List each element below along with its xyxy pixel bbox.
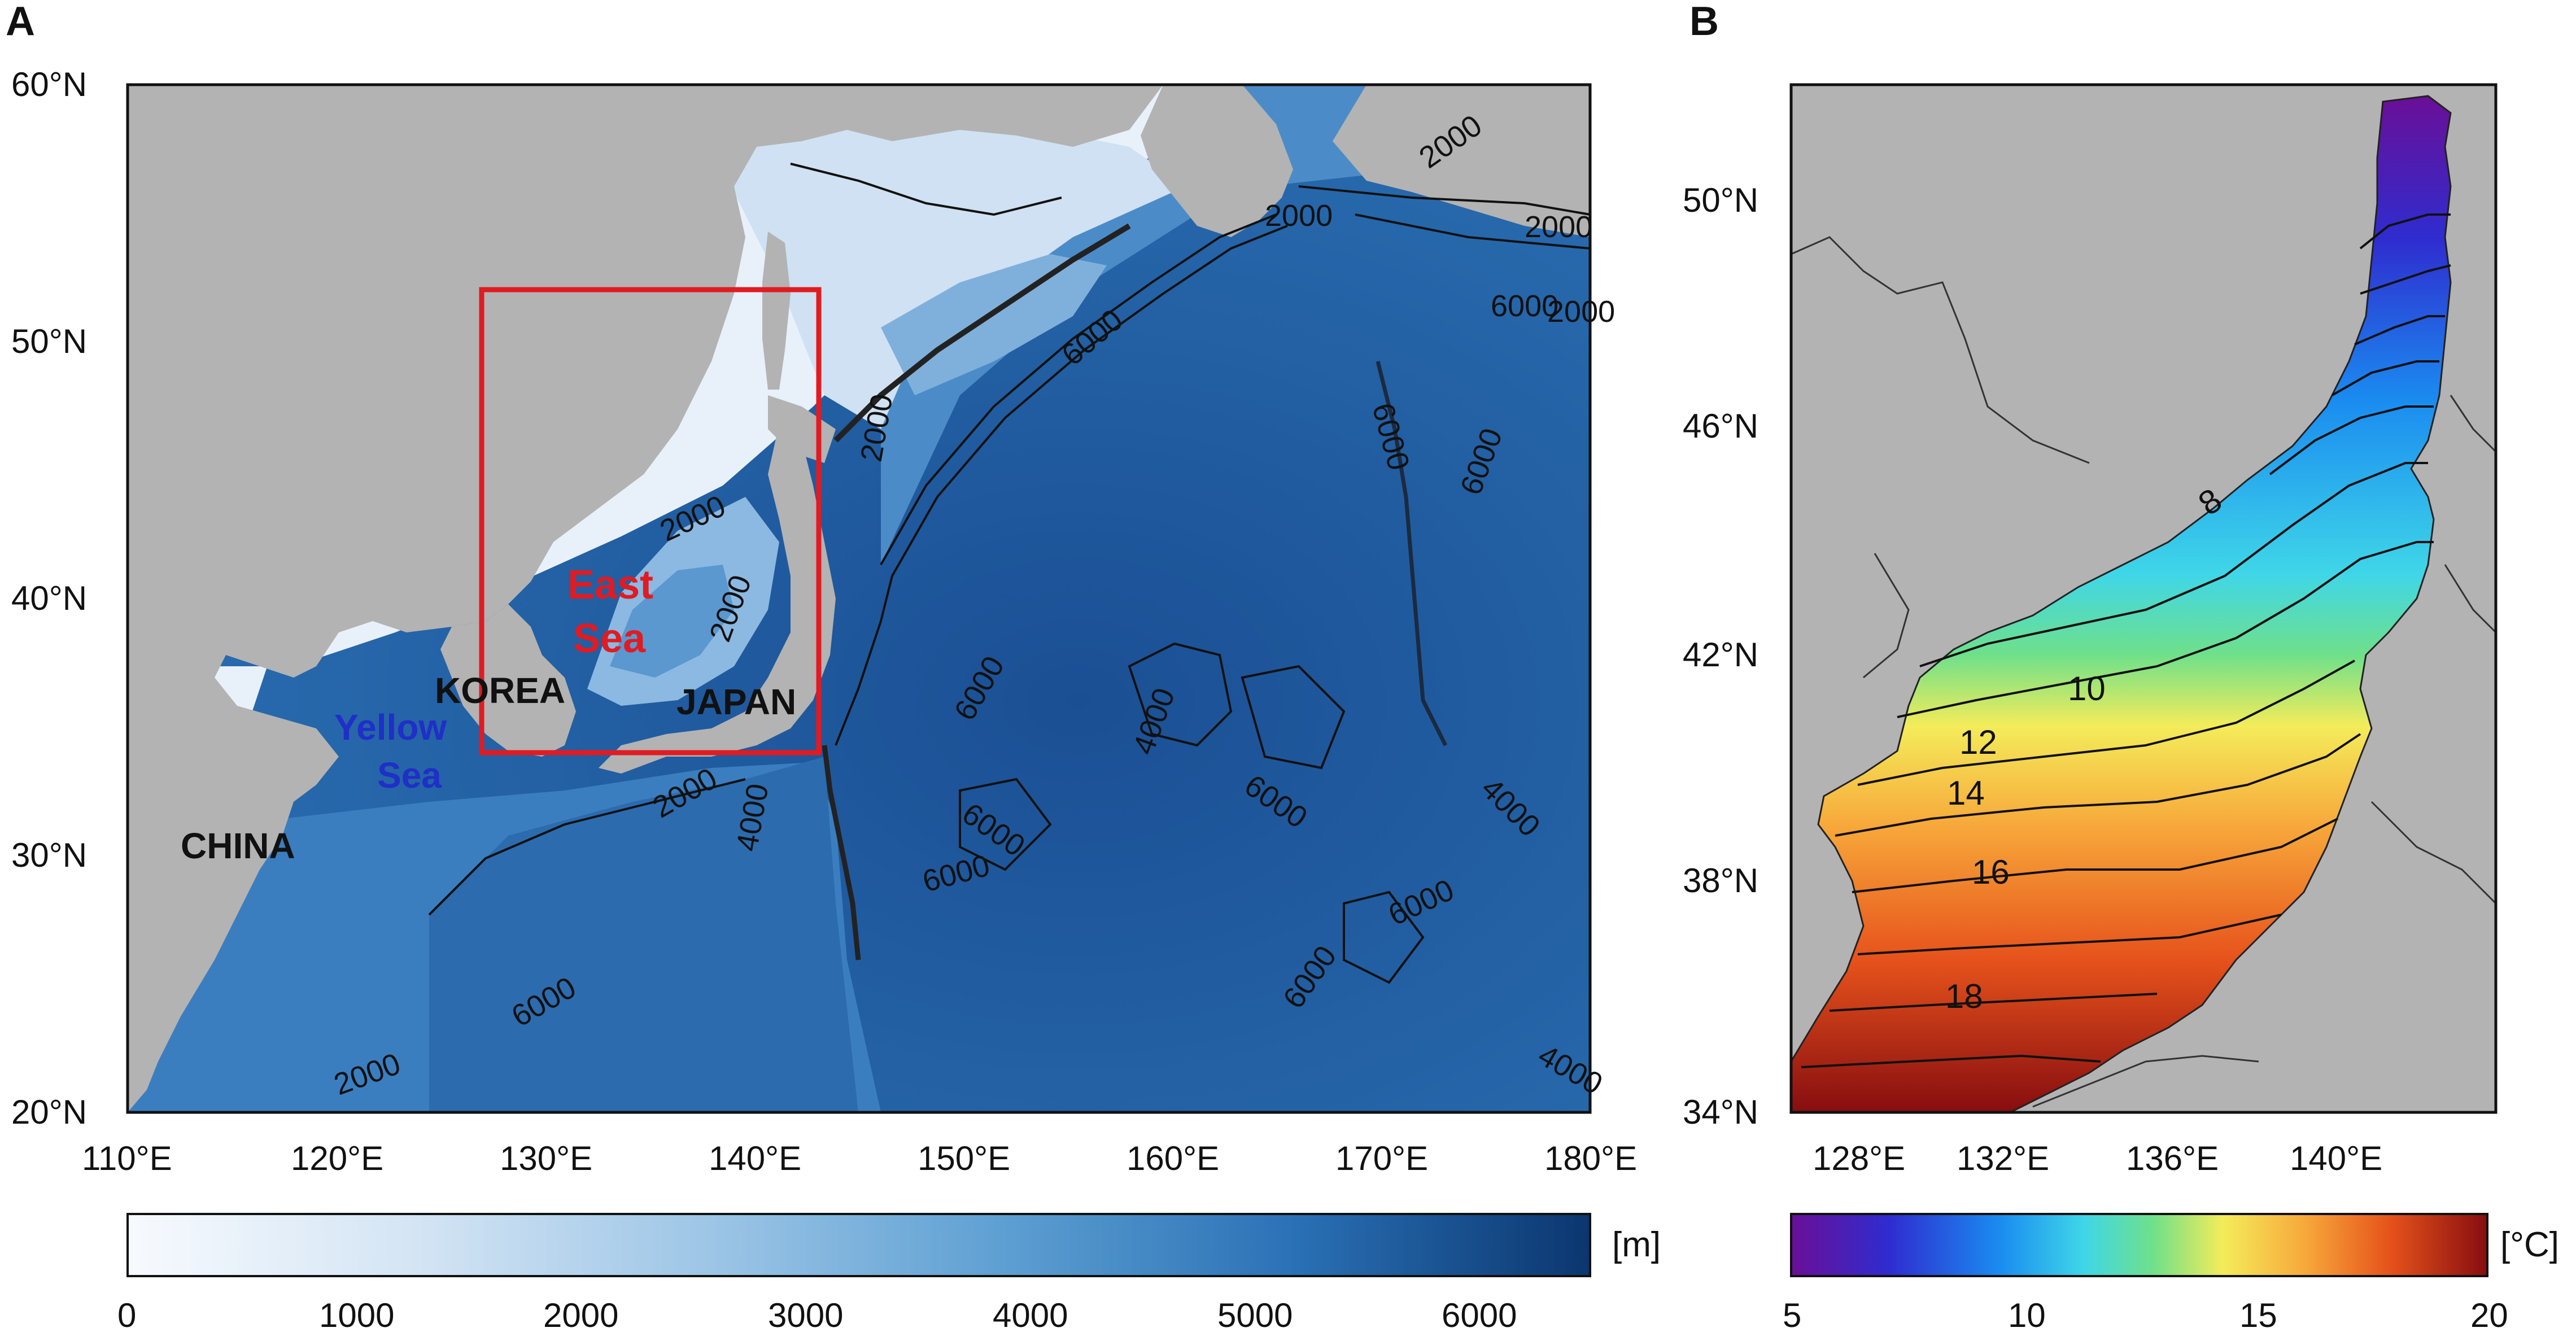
cbar-tick: 15 [2239,1296,2277,1332]
lat-tick: 34°N [1683,1093,1758,1131]
contour-label: 2000 [1265,199,1333,233]
panel-a-lat-axis: 60°N 50°N 40°N 30°N 20°N [11,65,87,1131]
panel-b-map: 8 10 12 14 16 18 [1789,83,2498,1114]
kamchatka-land [1141,85,1293,237]
lon-tick: 130°E [500,1139,592,1177]
contour-label: 6000 [1491,289,1558,323]
panel-b-frame [1789,83,2498,1114]
lon-tick: 140°E [709,1139,801,1177]
cbar-tick: 4000 [993,1296,1068,1332]
lon-tick: 110°E [82,1139,172,1177]
sst-colorbar [1790,1213,2488,1277]
isotherm-label: 12 [1959,723,1997,761]
isotherm-label: 14 [1947,774,1985,812]
study-area-box [479,287,822,755]
korea-land [440,604,576,757]
lon-tick: 120°E [291,1139,383,1177]
cbar-tick: 2000 [543,1296,618,1332]
lat-tick: 38°N [1683,862,1758,899]
lat-tick: 30°N [11,836,87,874]
okhotsk-sea [734,90,1186,429]
contour-label: 2000 [1525,210,1592,244]
japan-land [599,423,836,774]
lon-tick: 180°E [1544,1139,1637,1177]
lon-tick: 136°E [2126,1139,2219,1177]
asia-land [128,85,1163,1112]
korea-label: KOREA [435,670,565,711]
lon-tick: 170°E [1335,1139,1428,1177]
cbar-tick: 5000 [1217,1296,1293,1332]
lon-tick: 132°E [1957,1139,2049,1177]
depth-contours [428,163,1591,984]
yellow-sea-label-2: Sea [377,755,442,796]
lat-tick: 20°N [11,1093,87,1131]
emperor-seamounts [1376,361,1448,746]
isotherm-label: 18 [1945,977,1983,1015]
lon-tick: 140°E [2290,1139,2382,1177]
panel-a-frame [126,83,1592,1114]
kuril-basin [881,254,1107,395]
lat-tick: 46°N [1683,407,1758,445]
japan-label: JAPAN [676,682,796,722]
cbar-tick: 3000 [768,1296,843,1332]
alaska-land [1333,85,1590,237]
cbar-tick: 20 [2470,1296,2508,1332]
panel-b-lat-axis: 50°N 46°N 42°N 38°N 34°N [1683,181,1758,1131]
depth-unit: [m] [1612,1225,1661,1264]
cbar-tick: 1000 [319,1296,394,1332]
panel-a-map: East Sea KOREA JAPAN Yellow Sea CHINA 20… [126,83,1615,1114]
panel-a-lon-axis: 110°E 120°E 130°E 140°E 150°E 160°E 170°… [82,1139,1637,1177]
sakhalin-land [762,232,791,390]
east-sea-deep [610,565,734,678]
lat-tick: 40°N [11,579,87,617]
china-label: CHINA [181,826,295,866]
lon-tick: 128°E [1813,1139,1905,1177]
isotherms [1801,213,2451,1068]
lon-tick: 150°E [918,1139,1010,1177]
isotherm-label: 10 [2068,670,2106,708]
lat-tick: 50°N [11,322,87,360]
yellow-sea-label-1: Yellow [334,707,447,748]
lat-tick: 50°N [1683,181,1758,219]
lon-tick: 160°E [1127,1139,1219,1177]
sst-unit: [°C] [2500,1225,2559,1264]
east-sea-label-1: East [567,562,653,608]
panel-b-colorbar: [°C] 5 10 15 20 [1783,1213,2559,1332]
panel-a-colorbar: [m] 0 1000 2000 3000 4000 5000 6000 [117,1213,1661,1332]
izu-bonin-arc [822,745,861,960]
cbar-tick: 6000 [1442,1296,1517,1332]
east-sea-label-2: Sea [573,616,646,661]
panel-b-lon-axis: 128°E 132°E 136°E 140°E [1813,1139,2382,1177]
cbar-tick: 0 [117,1296,136,1332]
lat-tick: 60°N [11,65,87,103]
isotherm-label: 16 [1972,853,2010,891]
coastlines [1791,236,2497,1108]
cbar-tick: 5 [1783,1296,1801,1332]
kuril-arc [833,223,1131,443]
philippine-sea [429,757,858,1112]
cbar-tick: 10 [2008,1296,2046,1332]
lat-tick: 42°N [1683,636,1758,674]
depth-colorbar [126,1213,1591,1277]
contour-label: 2000 [1547,295,1615,329]
panel-a-letter: A [6,0,35,44]
panel-b-letter: B [1689,0,1719,44]
